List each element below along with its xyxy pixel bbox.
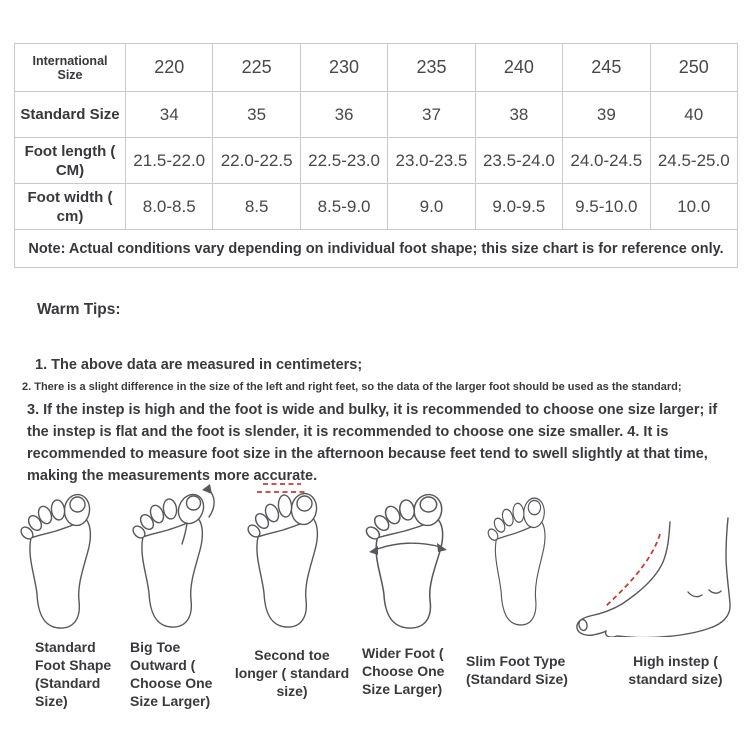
size-cell: 40	[649, 91, 739, 138]
size-cell: 220	[124, 43, 214, 92]
foot-type-label: Big Toe Outward ( Choose One Size Larger…	[130, 639, 213, 709]
table-row: Foot length ( CM) 21.5-22.0 22.0-22.5 22…	[14, 137, 739, 184]
instep-dash-line	[605, 533, 661, 607]
size-cell: 34	[124, 91, 214, 138]
size-cell: 24.5-25.0	[649, 137, 739, 184]
arrow-left-icon	[369, 546, 378, 555]
size-cell: 245	[562, 43, 651, 92]
size-cell: 8.0-8.5	[124, 183, 214, 230]
row-header-foot-length: Foot length ( CM)	[14, 137, 126, 184]
size-note: Note: Actual conditions vary depending o…	[14, 229, 738, 268]
size-cell: 22.5-23.0	[299, 137, 389, 184]
table-row: Standard Size 34 35 36 37 38 39 40	[14, 91, 739, 138]
width-arrow-line	[374, 542, 442, 551]
foot-type-label: Second toe longer ( standard size)	[234, 647, 350, 699]
tip-2: 2. There is a slight difference in the s…	[22, 381, 682, 393]
table-row: International Size 220 225 230 235 240 2…	[14, 43, 739, 92]
tip-1: 1. The above data are measured in centim…	[35, 357, 363, 373]
size-cell: 250	[649, 43, 739, 92]
warm-tips-title: Warm Tips:	[37, 301, 121, 318]
arrow-right-icon	[437, 543, 447, 552]
big-toe-outward-diagram	[132, 484, 215, 628]
arrow-up-icon	[202, 484, 212, 494]
high-instep-diagram	[576, 517, 731, 637]
size-cell: 38	[474, 91, 564, 138]
wider-foot-diagram	[365, 493, 447, 629]
size-cell: 8.5-9.0	[299, 183, 389, 230]
size-cell: 24.0-24.5	[562, 137, 651, 184]
foot-type-label: High instep ( standard size)	[628, 653, 723, 687]
size-table: International Size 220 225 230 235 240 2…	[14, 43, 739, 268]
size-cell: 9.0-9.5	[474, 183, 564, 230]
size-cell: 10.0	[649, 183, 739, 230]
size-cell: 21.5-22.0	[124, 137, 214, 184]
note-row: Note: Actual conditions vary depending o…	[14, 229, 738, 268]
second-toe-longer-diagram	[247, 483, 319, 628]
size-cell: 235	[387, 43, 476, 92]
size-cell: 37	[387, 91, 476, 138]
size-cell: 8.5	[212, 183, 301, 230]
size-cell: 23.5-24.0	[474, 137, 564, 184]
size-cell: 39	[562, 91, 651, 138]
size-cell: 240	[474, 43, 564, 92]
size-cell: 35	[212, 91, 301, 138]
foot-type-label: Wider Foot ( Choose One Size Larger)	[362, 645, 445, 697]
size-cell: 22.0-22.5	[212, 137, 301, 184]
row-header-standard-size: Standard Size	[14, 91, 126, 138]
row-header-foot-width: Foot width ( cm)	[14, 183, 126, 230]
size-cell: 225	[212, 43, 301, 92]
size-cell: 23.0-23.5	[387, 137, 476, 184]
size-cell: 230	[299, 43, 389, 92]
foot-type-label: Standard Foot Shape (Standard Size)	[35, 639, 112, 709]
size-cell: 9.0	[387, 183, 476, 230]
tip-3: 3. If the instep is high and the foot is…	[27, 402, 718, 484]
slim-foot-diagram	[487, 497, 546, 626]
row-header-international-size: International Size	[14, 43, 126, 92]
foot-type-label: Slim Foot Type (Standard Size)	[466, 653, 568, 687]
table-row: Foot width ( cm) 8.0-8.5 8.5 8.5-9.0 9.0…	[14, 183, 739, 230]
size-cell: 36	[299, 91, 389, 138]
standard-foot-diagram	[20, 493, 92, 629]
size-cell: 9.5-10.0	[562, 183, 651, 230]
